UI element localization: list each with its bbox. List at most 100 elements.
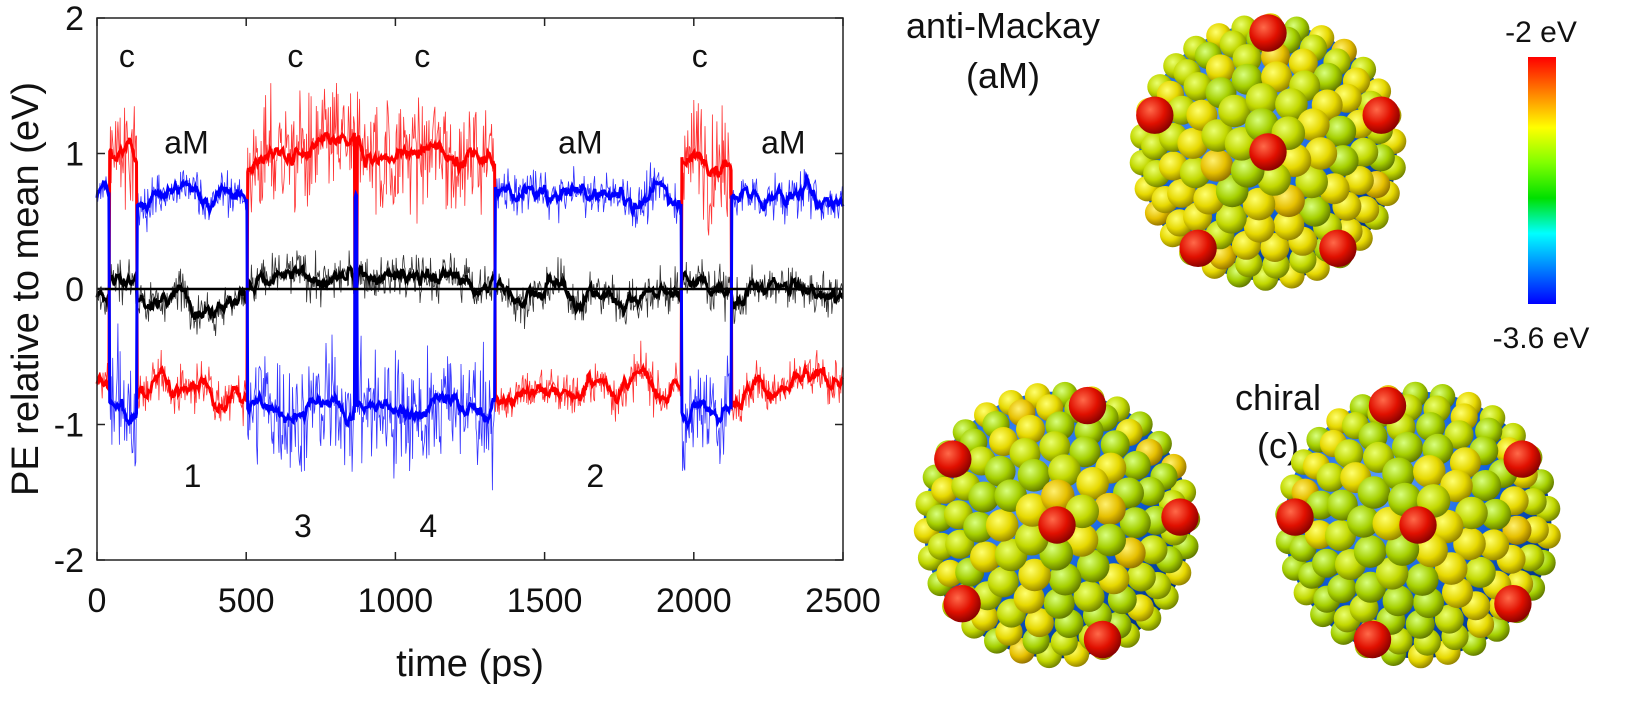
- atom: [984, 455, 1016, 487]
- atom: [1039, 431, 1071, 463]
- atom: [1455, 496, 1488, 530]
- aM-label-line1: anti-Mackay: [906, 5, 1100, 46]
- annotation-c: c: [119, 38, 135, 74]
- atom: [1453, 527, 1486, 561]
- x-tick-label: 1000: [358, 582, 434, 620]
- y-tick-label: -2: [54, 542, 84, 580]
- atom: [985, 509, 1019, 542]
- atom: [1327, 574, 1357, 604]
- atom: [1245, 83, 1279, 116]
- atom: [1200, 149, 1234, 182]
- atom-vertex: [1319, 229, 1357, 267]
- atom: [1135, 476, 1165, 506]
- atom-vertex: [1368, 386, 1407, 425]
- atom: [1304, 137, 1338, 170]
- atom-vertex: [1161, 498, 1199, 536]
- atom: [1347, 505, 1380, 538]
- y-tick-label: -1: [54, 407, 84, 445]
- chiral-cluster-left: [913, 381, 1201, 669]
- atom: [1313, 62, 1343, 92]
- atom: [1470, 470, 1502, 501]
- aM-label-line2: (aM): [966, 55, 1040, 96]
- annotation-3: 3: [294, 508, 312, 544]
- atom-vertex: [1362, 96, 1400, 134]
- atom: [1048, 454, 1081, 488]
- atom: [1372, 506, 1407, 541]
- annotation-aM: aM: [164, 125, 208, 161]
- atom-vertex: [1249, 14, 1287, 52]
- atom-vertex: [943, 585, 981, 623]
- atom: [1093, 523, 1126, 557]
- atom-vertex: [1494, 585, 1532, 623]
- atom: [1334, 439, 1364, 469]
- atom: [1138, 535, 1168, 565]
- atom: [1299, 195, 1331, 227]
- chiral-cluster-right: [1275, 381, 1561, 669]
- atom: [1076, 549, 1110, 583]
- x-tick-label: 2000: [656, 582, 732, 620]
- atom: [1119, 507, 1151, 539]
- atom: [1041, 479, 1075, 514]
- annotation-c: c: [287, 38, 303, 74]
- atom-vertex: [1136, 96, 1174, 134]
- atom: [1039, 536, 1073, 571]
- atom: [963, 511, 995, 543]
- atom: [1382, 457, 1415, 491]
- atom: [1382, 585, 1414, 617]
- atom: [1093, 492, 1126, 526]
- atom: [1076, 467, 1109, 500]
- atom: [1257, 162, 1291, 196]
- atom: [1316, 462, 1346, 492]
- atom-vertex: [1038, 506, 1076, 544]
- chiral-label-line1: chiral: [1235, 377, 1321, 418]
- atom: [1297, 108, 1330, 141]
- atom: [1312, 548, 1341, 578]
- atom: [1218, 94, 1251, 128]
- x-tick-label: 500: [218, 582, 275, 620]
- atom: [1444, 420, 1474, 450]
- annotation-2: 2: [586, 458, 604, 494]
- atom: [1260, 233, 1290, 262]
- annotation-c: c: [414, 38, 430, 74]
- atom-vertex: [1083, 620, 1122, 659]
- atom: [1306, 490, 1336, 520]
- atom: [1391, 431, 1423, 463]
- pe-time-chart: 0 500 1000 1500 2000 2500 -2 -1 0 1 2 c c c c aM aM aM 1 2…: [5, 0, 881, 685]
- atom: [1434, 604, 1464, 634]
- y-tick-label: 2: [65, 0, 84, 38]
- atom: [1242, 187, 1276, 221]
- atom: [1478, 529, 1510, 561]
- atom-vertex: [1179, 229, 1217, 267]
- atom: [1017, 459, 1051, 492]
- atom: [1016, 414, 1045, 444]
- x-tick-label: 2500: [805, 582, 881, 620]
- colorbar-max-label: -2 eV: [1505, 16, 1577, 49]
- atom: [1406, 563, 1439, 596]
- atom-vertex: [1249, 133, 1287, 171]
- atom: [1100, 430, 1130, 460]
- atom: [1018, 558, 1051, 592]
- atom-vertex: [1399, 506, 1437, 544]
- annotation-4: 4: [419, 508, 437, 544]
- atom: [970, 541, 1001, 573]
- atom: [1245, 108, 1279, 142]
- atom: [1344, 166, 1374, 195]
- atom: [1464, 556, 1496, 588]
- atom: [1413, 455, 1446, 488]
- x-axis-label: time (ps): [396, 643, 544, 685]
- atom-vertex: [934, 440, 972, 478]
- atom: [1353, 535, 1387, 568]
- y-tick-label: 0: [65, 271, 84, 309]
- atom: [1215, 202, 1247, 234]
- series-smoothed-0: [95, 131, 844, 415]
- annotation-aM: aM: [761, 125, 805, 161]
- y-axis-label: PE relative to mean (eV): [5, 82, 47, 496]
- atom: [1429, 509, 1464, 544]
- colorbar: -2 eV -3.6 eV: [1493, 16, 1590, 355]
- atom: [1357, 476, 1391, 509]
- x-tick-label: 1500: [507, 582, 583, 620]
- atom: [1442, 577, 1473, 609]
- series-raw-1: [96, 162, 844, 491]
- atom: [1243, 211, 1275, 243]
